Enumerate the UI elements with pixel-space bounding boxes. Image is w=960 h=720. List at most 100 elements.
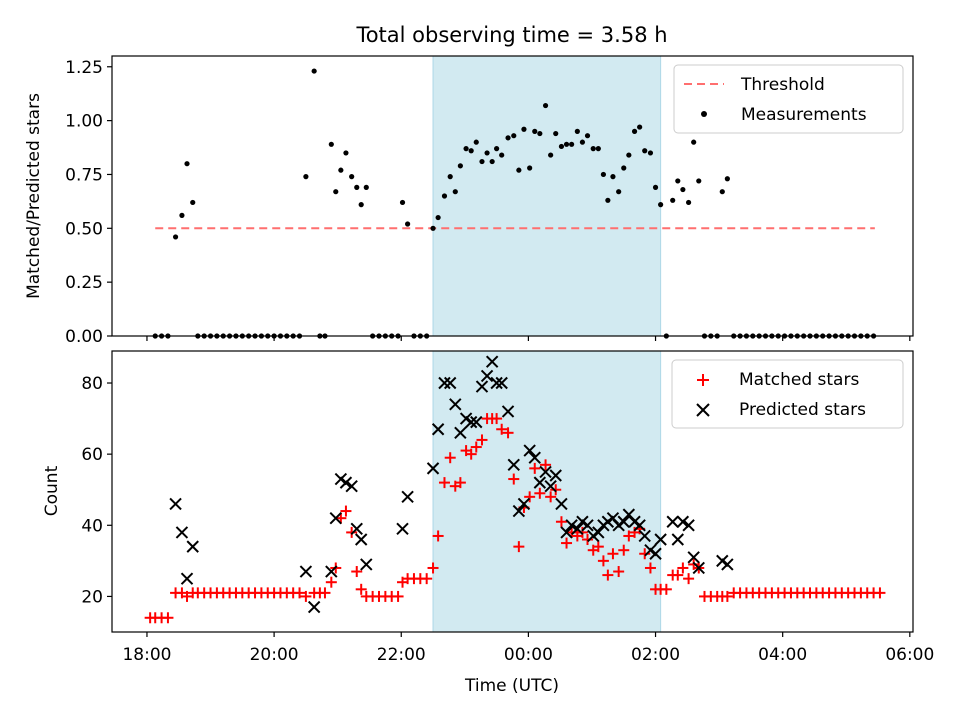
measurement-point — [563, 141, 570, 147]
bottom-x-axis-label: Time (UTC) — [464, 676, 559, 696]
matched-point — [618, 544, 630, 556]
predicted-point — [692, 561, 705, 575]
predicted-point — [671, 533, 684, 546]
bottom-x-tick-label: 20:00 — [250, 645, 299, 665]
measurement-point — [354, 184, 360, 190]
top-y-tick-label: 0.00 — [65, 327, 103, 347]
predicted-point — [507, 458, 520, 472]
matched-point — [454, 477, 466, 489]
top-y-tick-label: 1.00 — [65, 112, 103, 132]
predicted-point — [464, 415, 478, 429]
measurement-point — [489, 158, 495, 165]
matched-point — [555, 516, 567, 528]
predicted-point — [396, 522, 409, 536]
measurement-point — [569, 141, 575, 147]
top-panel: 0.00 0.25 0.50 0.75 1.00 1.25 Total observing… — [24, 23, 914, 347]
bottom-y-tick-label: 80 — [81, 374, 103, 394]
predicted-point — [649, 547, 662, 560]
predicted-point — [175, 526, 189, 539]
measurement-point — [719, 189, 725, 195]
measurement-point — [532, 128, 538, 134]
predicted-point — [299, 565, 313, 578]
legend-predicted-swatch — [696, 403, 710, 417]
measurement-point — [724, 176, 730, 182]
measurement-point — [621, 165, 627, 171]
predicted-point — [454, 426, 467, 440]
measurement-point — [579, 139, 586, 145]
predicted-point — [533, 476, 547, 489]
matched-point — [340, 505, 352, 517]
predicted-point — [555, 497, 568, 511]
matched-point — [524, 491, 536, 503]
legend-threshold-label: Threshold — [740, 75, 825, 95]
matched-point — [465, 448, 477, 460]
predicted-point — [617, 515, 630, 528]
matched-point — [534, 487, 546, 499]
measurement-point — [405, 221, 411, 227]
measurement-point — [590, 146, 596, 152]
matched-point — [319, 587, 331, 599]
matched-point — [491, 413, 503, 425]
predicted-point — [325, 565, 338, 578]
matched-point — [470, 441, 482, 453]
matched-point — [476, 434, 488, 446]
matched-point — [513, 541, 525, 553]
predicted-point — [186, 540, 199, 553]
measurement-point — [505, 135, 511, 141]
bottom-panel: 20 40 60 80 18:00 20:00 22:00 00:00 02:00 04:00 0… — [42, 350, 934, 696]
matched-point — [355, 583, 367, 595]
measurement-point — [457, 163, 463, 169]
measurement-point — [190, 199, 196, 206]
measurement-point — [499, 152, 505, 158]
predicted-point — [517, 497, 531, 511]
predicted-point — [485, 355, 499, 368]
top-y-tick-label: 0.50 — [65, 219, 103, 239]
measurement-point — [605, 197, 611, 203]
measurement-point — [303, 174, 309, 180]
matched-point — [335, 512, 347, 524]
predicted-point — [560, 526, 573, 539]
predicted-points — [169, 355, 734, 614]
measurement-point — [479, 158, 485, 165]
predicted-point — [633, 519, 646, 532]
measurement-point — [626, 152, 632, 158]
top-y-tick-label: 0.75 — [65, 165, 103, 185]
measurement-point — [658, 202, 664, 208]
legend-predicted-label: Predicted stars — [739, 400, 866, 420]
predicted-point — [354, 533, 368, 546]
bottom-x-tick-label: 04:00 — [758, 645, 807, 665]
matched-point — [639, 548, 651, 560]
measurement-point — [311, 68, 317, 74]
bottom-shaded-region — [432, 350, 662, 633]
matched-point — [325, 576, 337, 588]
measurement-point — [343, 150, 349, 156]
predicted-point — [501, 405, 515, 418]
measurement-point — [349, 174, 355, 180]
matched-point — [613, 566, 625, 578]
matched-point — [162, 612, 174, 624]
measurement-point — [584, 133, 591, 139]
predicted-point — [401, 490, 414, 504]
matched-point — [444, 452, 456, 464]
matched-point — [597, 555, 609, 567]
matched-point — [181, 590, 193, 602]
measurement-point — [333, 189, 339, 195]
bottom-y-axis-label: Count — [42, 465, 62, 516]
predicted-point — [431, 423, 445, 436]
legend-matched-swatch — [697, 374, 709, 386]
matched-points — [144, 413, 886, 624]
measurement-point — [527, 165, 533, 171]
bottom-axes-frame — [111, 350, 914, 633]
matched-point — [576, 526, 588, 538]
measurement-point — [511, 133, 517, 139]
matched-point — [529, 462, 541, 474]
matched-point — [874, 587, 886, 599]
top-shaded-region — [432, 55, 662, 337]
predicted-point — [571, 522, 584, 536]
predicted-point — [666, 515, 679, 528]
measurement-point — [616, 189, 622, 195]
measurement-point — [553, 130, 559, 137]
predicted-point — [495, 376, 508, 390]
measurement-point — [652, 184, 659, 190]
top-y-ticks: 0.00 0.25 0.50 0.75 1.00 1.25 — [65, 58, 112, 347]
